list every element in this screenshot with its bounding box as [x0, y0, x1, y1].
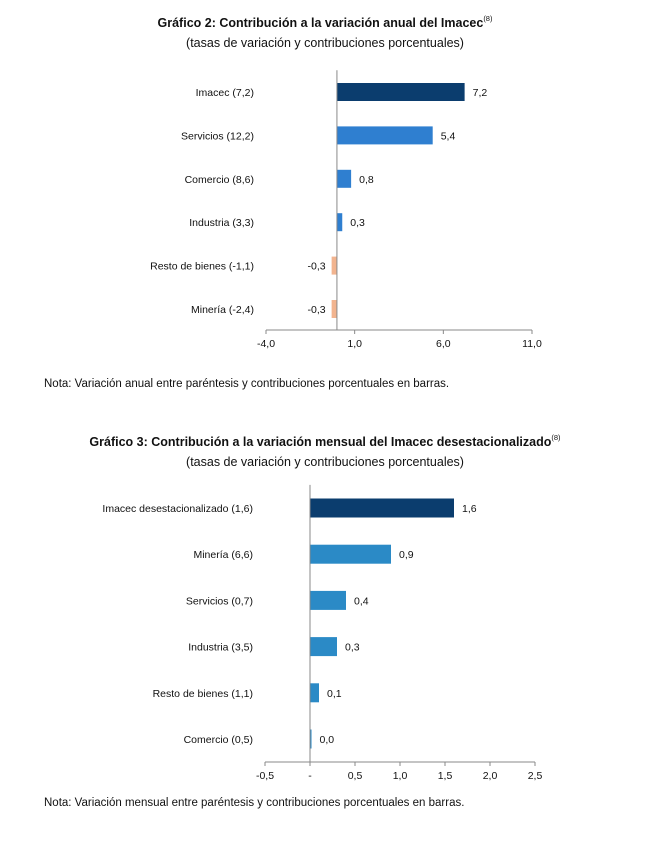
chart3-x-tick-label-6: 2,5: [528, 770, 543, 782]
chart2-value-label-3: 0,3: [350, 217, 365, 229]
chart3-category-label-5: Comercio (0,5): [184, 734, 253, 746]
chart2-category-label-3: Industria (3,3): [189, 217, 254, 229]
chart2-category-label-2: Comercio (8,6): [185, 174, 254, 186]
chart2-category-label-1: Servicios (12,2): [181, 130, 254, 142]
chart3-plot: Imacec desestacionalizado (1,6) 1,6 Minerí…: [102, 484, 543, 782]
chart2-category-label-0: Imacec (7,2): [196, 87, 254, 99]
chart2-subtitle: (tasas de variación y contribuciones por…: [186, 36, 464, 50]
chart3-title: Gráfico 3: Contribución a la variación m…: [0, 433, 650, 449]
chart3-value-label-1: 0,9: [399, 549, 414, 561]
chart2-bar-4: [331, 256, 337, 275]
chart2-title-text: Gráfico 2: Contribución a la variación a…: [157, 16, 484, 30]
chart3-x-tick-label-3: 1,0: [393, 770, 408, 782]
chart2-x-tick-label-3: 11,0: [522, 338, 542, 350]
chart3-title-text: Gráfico 3: Contribución a la variación m…: [89, 435, 552, 449]
chart2-value-label-0: 7,2: [473, 87, 488, 99]
chart3-category-label-0: Imacec desestacionalizado (1,6): [102, 503, 253, 515]
chart3-category-label-1: Minería (6,6): [193, 549, 253, 561]
chart2-bar-2: [336, 169, 352, 188]
chart2-category-label-5: Minería (-2,4): [191, 304, 254, 316]
chart3-x-tick-label-2: 0,5: [348, 770, 363, 782]
chart2-value-label-5: -0,3: [308, 304, 326, 316]
chart3-bar-3: [310, 637, 337, 657]
chart3-bar-5: [310, 729, 312, 749]
chart2-title-footnote: (8): [483, 14, 493, 23]
chart3-bar-2: [310, 590, 346, 610]
chart2-bar-0: [336, 83, 465, 101]
chart3-category-label-4: Resto de bienes (1,1): [153, 688, 253, 700]
chart2-title: Gráfico 2: Contribución a la variación a…: [0, 14, 650, 30]
chart2-x-tick-label-0: -4,0: [257, 338, 275, 350]
chart2-value-label-1: 5,4: [441, 130, 456, 142]
chart3-value-label-4: 0,1: [327, 688, 342, 700]
chart2-x-tick-label-2: 6,0: [436, 338, 451, 350]
chart2-bar-1: [336, 126, 433, 145]
chart3-bar-0: [310, 498, 454, 518]
chart3-x-tick-label-1: -: [308, 770, 312, 782]
chart3-x-tick-label-5: 2,0: [483, 770, 498, 782]
chart2-value-label-4: -0,3: [308, 261, 326, 273]
chart2-note: Nota: Variación anual entre paréntesis y…: [44, 378, 450, 390]
chart3-x-tick-label-4: 1,5: [438, 770, 453, 782]
chart2-bar-3: [336, 213, 343, 232]
chart2-category-label-4: Resto de bienes (-1,1): [150, 261, 254, 273]
chart2-x-tick-label-1: 1,0: [347, 338, 362, 350]
chart2-plot: Imacec (7,2) 7,2 Servicios (12,2) 5,4 Comerc…: [150, 70, 542, 350]
chart3-value-label-2: 0,4: [354, 595, 369, 607]
chart3-bar-4: [310, 683, 319, 703]
chart3-subtitle: (tasas de variación y contribuciones por…: [186, 455, 464, 469]
chart3-bar-1: [310, 544, 391, 564]
chart3-note: Nota: Variación mensual entre paréntesis…: [44, 797, 465, 809]
chart3-value-label-5: 0,0: [320, 734, 335, 746]
chart3-category-label-3: Industria (3,5): [188, 642, 253, 654]
chart3-title-footnote: (8): [551, 433, 561, 442]
chart2-bar-5: [331, 300, 337, 318]
chart2-value-label-2: 0,8: [359, 174, 374, 186]
chart3-x-tick-label-0: -0,5: [256, 770, 274, 782]
chart3-value-label-0: 1,6: [462, 503, 477, 515]
chart3-category-label-2: Servicios (0,7): [186, 595, 253, 607]
chart3-value-label-3: 0,3: [345, 642, 360, 654]
